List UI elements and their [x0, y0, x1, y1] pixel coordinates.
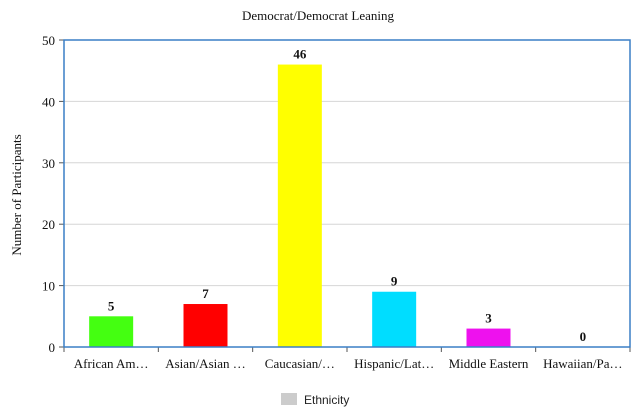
x-tick-label: Caucasian/…	[265, 356, 335, 371]
plot-frame	[63, 39, 631, 348]
legend-label: Ethnicity	[304, 393, 349, 407]
y-tick-label: 0	[49, 340, 56, 355]
bars	[89, 64, 511, 347]
y-tick-label: 40	[42, 94, 55, 109]
bar[interactable]	[372, 291, 417, 347]
x-tick-label: Hispanic/Lat…	[354, 356, 434, 371]
bar[interactable]	[183, 304, 228, 347]
bar-value-label: 46	[293, 47, 307, 62]
bar-value-label: 5	[108, 298, 115, 313]
x-tick-label: African Am…	[74, 356, 149, 371]
chart-title: Democrat/Democrat Leaning	[242, 8, 394, 23]
grid-lines	[64, 39, 630, 348]
bar[interactable]	[466, 328, 511, 347]
y-tick-label: 30	[42, 156, 55, 171]
bar-value-label: 0	[580, 329, 587, 344]
x-tick-label: Middle Eastern	[449, 356, 529, 371]
bar-value-label: 9	[391, 274, 398, 289]
y-axis-label: Number of Participants	[9, 134, 24, 255]
bar-value-labels: 5 7 46 9 3 0	[108, 47, 586, 344]
x-axis-ticks: African Am… Asian/Asian … Caucasian/… Hispa…	[63, 347, 631, 371]
x-tick-label: Hawaiian/Pa…	[543, 356, 622, 371]
x-tick-label: Asian/Asian …	[165, 356, 246, 371]
y-tick-label: 20	[42, 217, 55, 232]
bar-value-label: 7	[202, 286, 209, 301]
y-axis-ticks: 0 10 20 30 40 50	[42, 33, 64, 355]
y-tick-label: 50	[42, 33, 55, 48]
bar-value-label: 3	[485, 311, 492, 326]
legend[interactable]: Ethnicity	[281, 393, 349, 407]
y-tick-label: 10	[42, 279, 55, 294]
legend-swatch	[281, 393, 297, 405]
bar[interactable]	[277, 64, 322, 347]
bar[interactable]	[89, 316, 134, 347]
